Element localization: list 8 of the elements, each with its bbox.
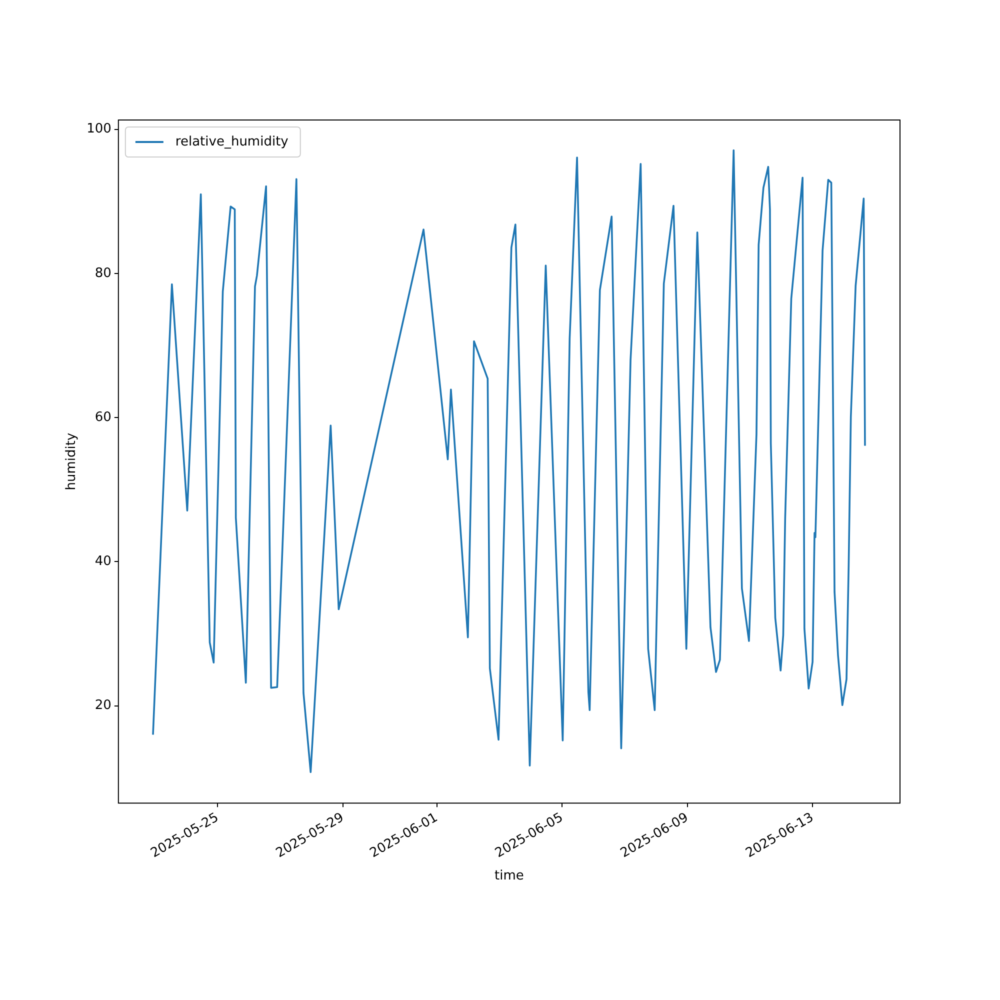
y-tick-label: 60 bbox=[94, 410, 112, 425]
legend-label: relative_humidity bbox=[175, 134, 289, 150]
y-tick-label: 20 bbox=[94, 698, 112, 714]
y-tick-label: 80 bbox=[94, 266, 112, 281]
y-tick-label: 40 bbox=[94, 554, 112, 570]
x-axis-title: time bbox=[494, 868, 524, 884]
y-tick-label: 100 bbox=[86, 122, 112, 137]
y-axis-title: humidity bbox=[64, 432, 80, 490]
